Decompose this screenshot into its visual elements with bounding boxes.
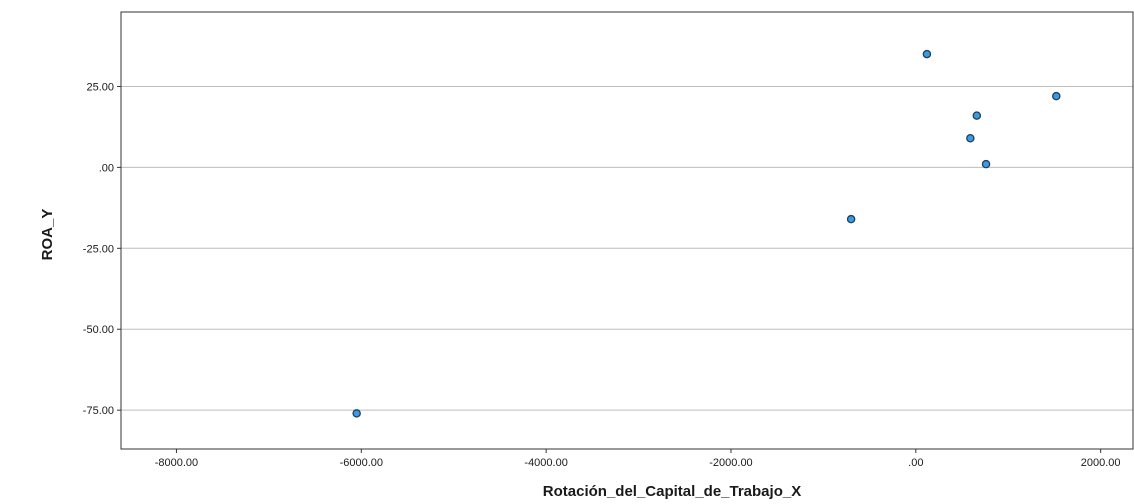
y-tick-label: .00	[99, 162, 114, 174]
x-tick-label: 2000.00	[1081, 457, 1121, 469]
x-axis-title: Rotación_del_Capital_de_Trabajo_X	[543, 483, 801, 500]
y-tick-label: 25.00	[86, 81, 114, 93]
x-axis-ticks: -8000.00 -6000.00 -4000.00 -2000.00 .00 2000.…	[155, 449, 1121, 469]
grid-lines	[121, 85, 1133, 411]
x-tick-label: -8000.00	[155, 457, 198, 469]
x-tick-label: -2000.00	[709, 457, 752, 469]
data-point	[352, 409, 361, 418]
data-point	[972, 111, 982, 120]
data-point	[1052, 91, 1061, 101]
x-tick-label: -4000.00	[524, 457, 567, 469]
y-axis-ticks: 25.00 .00 -25.00 -50.00 -75.00	[83, 81, 121, 417]
data-point	[922, 49, 932, 59]
y-tick-label: -25.00	[83, 243, 114, 255]
x-tick-label: .00	[908, 457, 923, 469]
plot-frame	[120, 11, 1134, 450]
x-tick-label: -6000.00	[340, 457, 383, 469]
y-axis-title: ROA_Y	[39, 209, 56, 261]
y-tick-label: -50.00	[83, 324, 114, 336]
y-tick-label: -75.00	[83, 405, 114, 417]
data-point	[966, 133, 975, 143]
data-point	[981, 159, 991, 169]
data-point	[846, 214, 856, 224]
data-points	[352, 49, 1061, 418]
